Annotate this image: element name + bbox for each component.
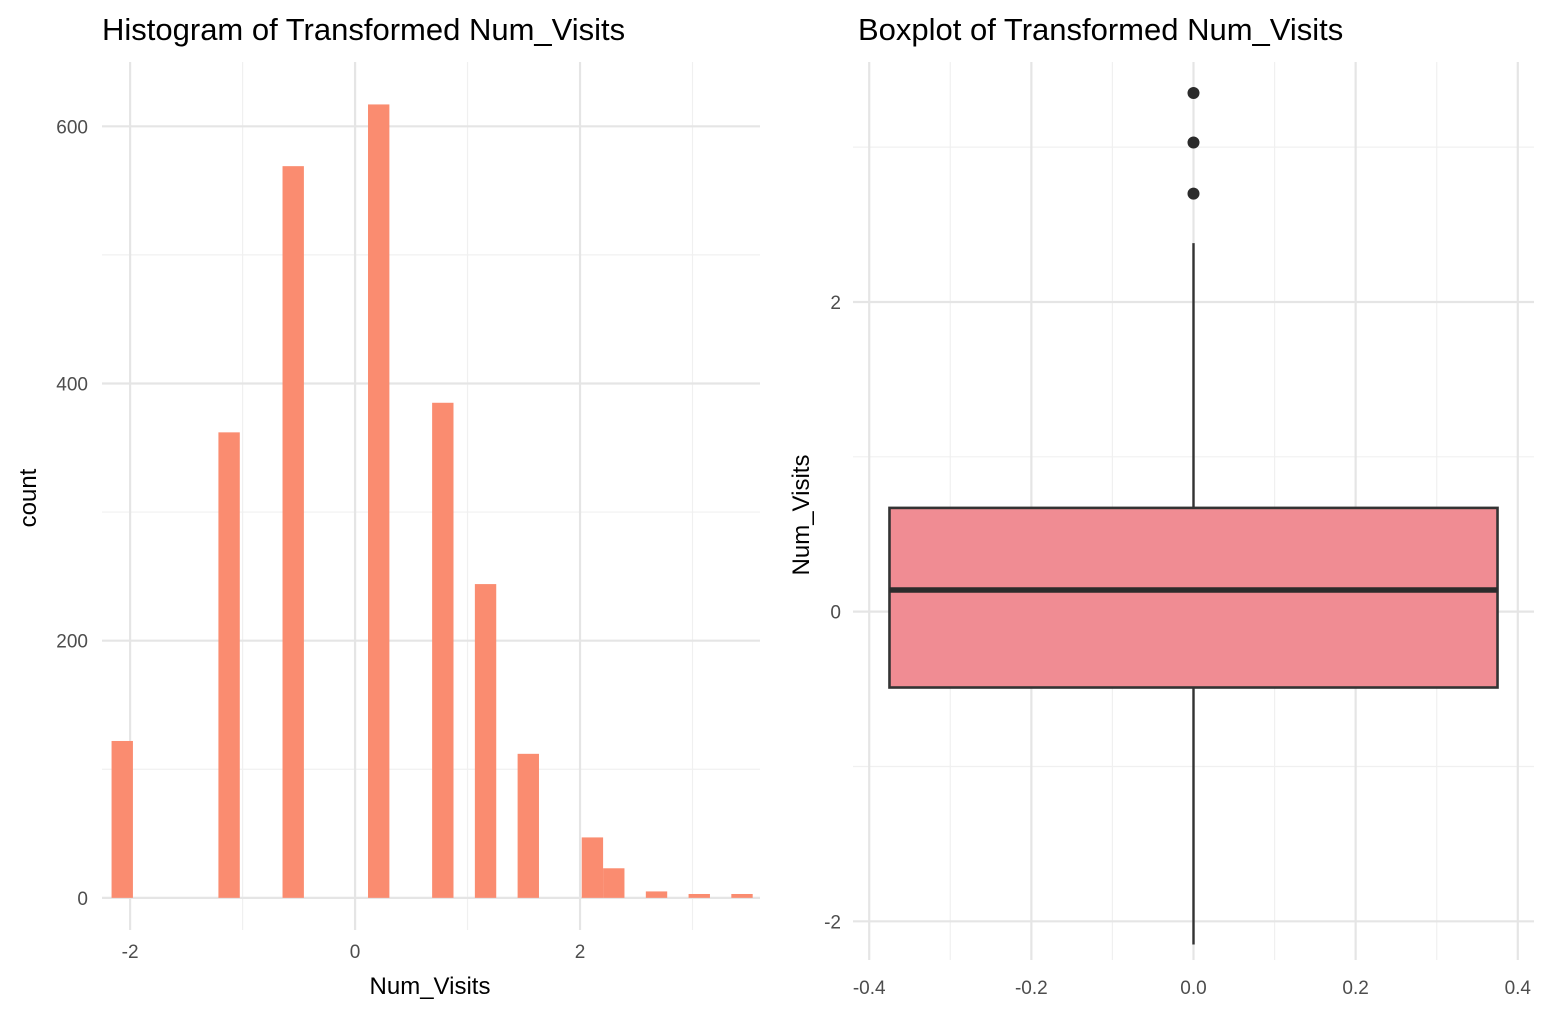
histogram-bar bbox=[581, 837, 604, 898]
histogram-x-tick-label: -2 bbox=[122, 942, 139, 963]
boxplot-y-tick-label: 0 bbox=[830, 603, 841, 624]
histogram-y-tick-labels: 0 200 400 600 bbox=[56, 117, 88, 910]
histogram-bar bbox=[111, 740, 133, 898]
boxplot-x-tick-label: -0.4 bbox=[853, 978, 886, 999]
boxplot-y-tick-labels: -2 0 2 bbox=[824, 293, 841, 933]
boxplot-y-axis-title: Num_Visits bbox=[788, 455, 815, 576]
boxplot-x-tick-label: 0.2 bbox=[1342, 978, 1368, 999]
histogram-bar bbox=[432, 402, 454, 898]
histogram-bar bbox=[603, 868, 625, 898]
histogram-x-tick-label: 2 bbox=[575, 942, 586, 963]
histogram-bar bbox=[368, 104, 390, 898]
histogram-title: Histogram of Transformed Num_Visits bbox=[102, 12, 625, 47]
histogram-grid bbox=[102, 62, 760, 930]
histogram-y-axis-title: count bbox=[15, 468, 42, 527]
histogram-x-tick-labels: -2 0 2 bbox=[122, 942, 586, 963]
boxplot-outlier-point bbox=[1187, 136, 1200, 149]
histogram-bar bbox=[282, 166, 304, 898]
boxplot-x-tick-label: 0.0 bbox=[1180, 978, 1206, 999]
boxplot-box bbox=[888, 506, 1499, 689]
boxplot-outlier-point bbox=[1187, 86, 1200, 99]
histogram-bar bbox=[218, 432, 240, 898]
histogram-panel: Histogram of Transformed Num_Visits -2 0 2… bbox=[15, 12, 760, 1000]
histogram-bars bbox=[111, 104, 753, 898]
boxplot-y-tick-label: 2 bbox=[830, 293, 841, 314]
boxplot-x-tick-labels: -0.4 -0.2 0.0 0.2 0.4 bbox=[853, 978, 1532, 999]
histogram-bar bbox=[688, 893, 710, 898]
histogram-y-tick-label: 400 bbox=[56, 374, 88, 395]
histogram-bar bbox=[731, 893, 753, 898]
boxplot-x-tick-label: 0.4 bbox=[1505, 978, 1532, 999]
boxplot-panel: Boxplot of Transformed Num_Visits -0.4 -0… bbox=[788, 12, 1534, 999]
boxplot-y-tick-label: -2 bbox=[824, 912, 841, 933]
boxplot-outlier-point bbox=[1187, 187, 1200, 200]
histogram-x-tick-label: 0 bbox=[350, 942, 361, 963]
histogram-y-tick-label: 600 bbox=[56, 117, 88, 138]
histogram-bar bbox=[474, 584, 497, 898]
histogram-y-tick-label: 200 bbox=[56, 632, 88, 653]
histogram-y-tick-label: 0 bbox=[77, 889, 88, 910]
histogram-bar bbox=[645, 891, 668, 898]
boxplot-title: Boxplot of Transformed Num_Visits bbox=[858, 12, 1343, 47]
boxplot-x-tick-label: -0.2 bbox=[1015, 978, 1048, 999]
histogram-x-axis-title: Num_Visits bbox=[370, 973, 491, 1000]
histogram-bar bbox=[517, 753, 539, 898]
boxplot-marks bbox=[888, 86, 1499, 945]
